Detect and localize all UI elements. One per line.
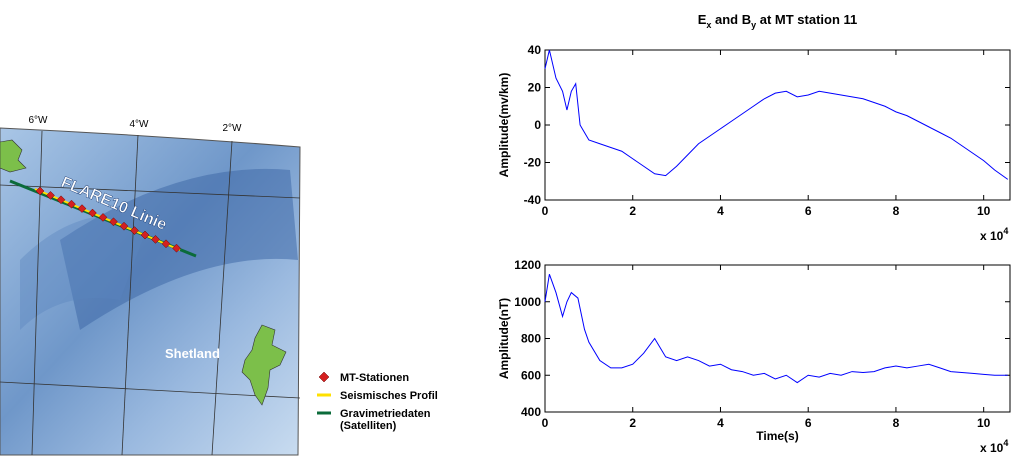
x-tick-label: 10	[977, 416, 991, 430]
legend-label: Seismisches Profil	[340, 390, 438, 402]
title-part: and B	[711, 12, 751, 27]
legend-label: MT-Stationen	[340, 372, 409, 384]
y-tick-label: 40	[528, 43, 542, 57]
x-tick-label: 2	[629, 204, 636, 218]
x-tick-label: 2	[629, 416, 636, 430]
figure: 6°W 4°W 2°W FLARE10 Linie Shetland MT-St…	[0, 0, 1024, 459]
y-tick-label: -20	[524, 156, 542, 170]
y-tick-label: -40	[524, 193, 542, 207]
y-axis-label: Amplitude(nT)	[497, 298, 511, 379]
longitude-label: 4°W	[130, 119, 150, 130]
y-tick-label: 20	[528, 81, 542, 95]
longitude-label: 2°W	[223, 123, 243, 134]
y-axis-label: Amplitude(mv/km)	[497, 73, 511, 178]
map: 6°W 4°W 2°W FLARE10 Linie Shetland	[0, 115, 300, 455]
title-part: E	[698, 12, 707, 27]
legend-label: (Satelliten)	[340, 420, 397, 432]
data-line	[545, 50, 1008, 179]
x-tick-label: 4	[717, 416, 724, 430]
x-tick-label: 8	[893, 416, 900, 430]
x-tick-label: 8	[893, 204, 900, 218]
y-tick-label: 1000	[514, 295, 541, 309]
x-tick-label: 4	[717, 204, 724, 218]
chart-title: Ex and By at MT station 11	[698, 12, 858, 30]
x-scale-part: 4	[1003, 438, 1008, 448]
y-tick-label: 1200	[514, 258, 541, 272]
x-tick-label: 10	[977, 204, 991, 218]
x-scale-label: x 104	[980, 438, 1008, 455]
map-legend: MT-Stationen Seismisches Profil Gravimetri…	[317, 372, 438, 432]
plot-frame	[545, 50, 1010, 200]
y-tick-label: 800	[521, 332, 541, 346]
x-tick-label: 6	[805, 416, 812, 430]
x-tick-label: 0	[542, 204, 549, 218]
data-line	[545, 274, 1008, 382]
y-tick-label: 400	[521, 405, 541, 419]
page: {"map": {"longitudes": ["6°W", "4°W", "2…	[0, 0, 1024, 459]
place-label: Shetland	[165, 346, 220, 361]
legend-marker	[319, 372, 329, 382]
x-tick-label: 6	[805, 204, 812, 218]
y-tick-label: 600	[521, 368, 541, 382]
title-part: at MT station 11	[756, 12, 857, 27]
x-scale-part: x 10	[980, 441, 1004, 455]
x-scale-part: 4	[1003, 226, 1008, 236]
y-tick-label: 0	[534, 118, 541, 132]
plot-frame	[545, 265, 1010, 412]
longitude-label: 6°W	[29, 115, 49, 126]
x-tick-label: 0	[542, 416, 549, 430]
x-scale-label: x 104	[980, 226, 1008, 243]
legend-label: Gravimetriedaten	[340, 408, 431, 420]
x-scale-part: x 10	[980, 229, 1004, 243]
x-axis-label: Time(s)	[756, 429, 798, 443]
